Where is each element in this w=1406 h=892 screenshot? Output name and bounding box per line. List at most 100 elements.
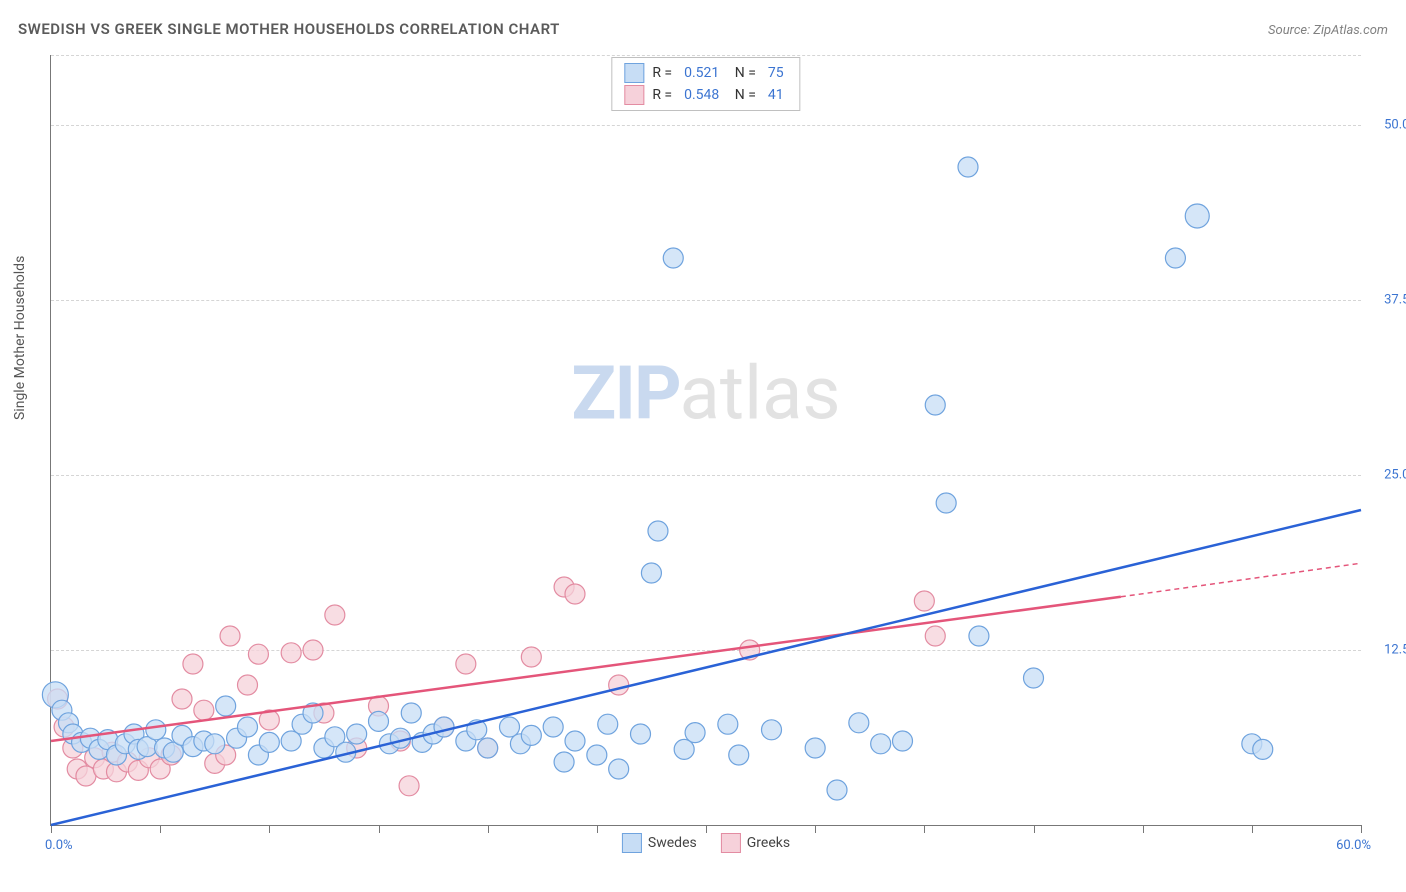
swedes-point: [598, 714, 618, 734]
chart-source: Source: ZipAtlas.com: [1268, 23, 1388, 38]
greeks-point: [565, 584, 585, 604]
x-tick: [379, 825, 380, 833]
x-tick: [706, 825, 707, 833]
x-tick: [1034, 825, 1035, 833]
greeks-point: [248, 644, 268, 664]
x-axis-end-label: 60.0%: [1336, 838, 1371, 853]
greeks-point: [183, 654, 203, 674]
swedes-point: [925, 395, 945, 415]
swedes-point: [609, 759, 629, 779]
swedes-point: [521, 725, 541, 745]
swedes-point: [805, 738, 825, 758]
swedes-point: [554, 752, 574, 772]
swedes-point: [146, 720, 166, 740]
swedes-point: [729, 745, 749, 765]
swedes-trendline: [51, 510, 1361, 825]
y-tick-label: 50.0%: [1384, 118, 1406, 133]
y-axis-label: Single Mother Households: [12, 256, 28, 420]
legend-swatch: [721, 833, 741, 853]
y-tick-label: 12.5%: [1384, 643, 1406, 658]
greeks-point: [399, 776, 419, 796]
legend-n-label: N =: [731, 62, 756, 84]
greeks-point: [521, 647, 541, 667]
swedes-point: [205, 734, 225, 754]
x-tick: [815, 825, 816, 833]
legend-label: Swedes: [648, 835, 697, 851]
swedes-point: [543, 717, 563, 737]
greeks-point: [281, 643, 301, 663]
swedes-point: [648, 521, 668, 541]
x-tick: [51, 825, 52, 833]
series-legend: Swedes Greeks: [622, 833, 790, 853]
x-tick: [160, 825, 161, 833]
x-tick: [597, 825, 598, 833]
swedes-point: [259, 732, 279, 752]
swedes-point: [1253, 739, 1273, 759]
legend-n-value: 41: [764, 84, 788, 106]
swedes-point: [216, 696, 236, 716]
legend-swatch: [622, 833, 642, 853]
x-axis-start-label: 0.0%: [45, 838, 73, 853]
greeks-point: [325, 605, 345, 625]
swedes-point: [936, 493, 956, 513]
greeks-point: [220, 626, 240, 646]
swedes-point: [238, 717, 258, 737]
legend-item: Greeks: [721, 833, 790, 853]
swedes-point: [1185, 204, 1209, 228]
legend-r-value: 0.521: [680, 62, 723, 84]
swedes-point: [871, 734, 891, 754]
legend-r-label: R =: [652, 84, 672, 106]
greeks-trendline: [51, 597, 1121, 741]
swedes-point: [641, 563, 661, 583]
legend-r-label: R =: [652, 62, 672, 84]
legend-row: R = 0.521 N = 75: [624, 62, 787, 84]
legend-swatch: [624, 85, 644, 105]
swedes-point: [762, 720, 782, 740]
y-tick-label: 37.5%: [1384, 293, 1406, 308]
greeks-point: [914, 591, 934, 611]
legend-swatch: [624, 63, 644, 83]
greeks-trendline-ext: [1121, 563, 1361, 597]
legend-item: Swedes: [622, 833, 697, 853]
chart-svg: [51, 55, 1361, 825]
x-tick: [269, 825, 270, 833]
swedes-point: [587, 745, 607, 765]
correlation-legend: R = 0.521 N = 75 R = 0.548 N = 41: [611, 57, 800, 111]
plot-area: ZIPatlas 12.5%25.0%37.5%50.0% R =0.521 N…: [50, 55, 1361, 826]
legend-n-value: 75: [764, 62, 788, 84]
legend-row: R = 0.548 N = 41: [624, 84, 787, 106]
y-tick-label: 25.0%: [1384, 468, 1406, 483]
greeks-point: [303, 640, 323, 660]
greeks-point: [238, 675, 258, 695]
greeks-point: [194, 700, 214, 720]
greeks-point: [172, 689, 192, 709]
chart-title: SWEDISH VS GREEK SINGLE MOTHER HOUSEHOLD…: [18, 20, 560, 38]
swedes-point: [685, 723, 705, 743]
x-tick: [924, 825, 925, 833]
swedes-point: [849, 713, 869, 733]
swedes-point: [1165, 248, 1185, 268]
swedes-point: [893, 731, 913, 751]
swedes-point: [347, 724, 367, 744]
swedes-point: [663, 248, 683, 268]
x-tick: [1143, 825, 1144, 833]
x-tick: [488, 825, 489, 833]
greeks-point: [925, 626, 945, 646]
swedes-point: [434, 717, 454, 737]
swedes-point: [565, 731, 585, 751]
legend-r-value: 0.548: [680, 84, 723, 106]
swedes-point: [958, 157, 978, 177]
swedes-point: [478, 738, 498, 758]
swedes-point: [369, 711, 389, 731]
chart-header: SWEDISH VS GREEK SINGLE MOTHER HOUSEHOLD…: [18, 20, 1388, 38]
swedes-point: [631, 724, 651, 744]
swedes-point: [969, 626, 989, 646]
legend-n-label: N =: [731, 84, 756, 106]
x-tick: [1361, 825, 1362, 833]
swedes-point: [401, 703, 421, 723]
greeks-point: [456, 654, 476, 674]
swedes-point: [718, 714, 738, 734]
greeks-point: [609, 675, 629, 695]
swedes-point: [827, 780, 847, 800]
legend-label: Greeks: [747, 835, 790, 851]
